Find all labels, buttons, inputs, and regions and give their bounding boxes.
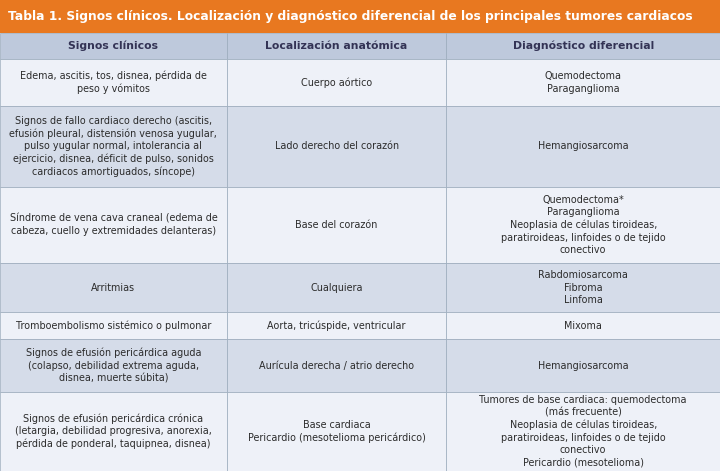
Text: Tromboembolismo sistémico o pulmonar: Tromboembolismo sistémico o pulmonar xyxy=(16,321,211,331)
Bar xyxy=(446,340,720,392)
Bar xyxy=(227,106,446,187)
Bar xyxy=(227,340,446,392)
Text: Cualquiera: Cualquiera xyxy=(310,283,363,292)
Text: Cuerpo aórtico: Cuerpo aórtico xyxy=(301,77,372,88)
Text: Localización anatómica: Localización anatómica xyxy=(266,41,408,51)
Bar xyxy=(227,59,446,106)
Text: Quemodectoma*
Paraganglioma
Neoplasia de células tiroideas,
paratiroideas, linfo: Quemodectoma* Paraganglioma Neoplasia de… xyxy=(501,195,665,255)
Bar xyxy=(227,312,446,340)
Text: Signos de efusión pericárdica aguda
(colapso, debilidad extrema aguda,
disnea, m: Signos de efusión pericárdica aguda (col… xyxy=(26,348,201,383)
Text: Hemangiosarcoma: Hemangiosarcoma xyxy=(538,360,629,371)
Bar xyxy=(227,392,446,471)
Text: Signos de fallo cardiaco derecho (ascitis,
efusión pleural, distensión venosa yu: Signos de fallo cardiaco derecho (asciti… xyxy=(9,116,217,177)
Bar xyxy=(0,263,227,312)
Bar xyxy=(446,59,720,106)
Text: Lado derecho del corazón: Lado derecho del corazón xyxy=(274,141,399,152)
Bar xyxy=(446,106,720,187)
Bar xyxy=(227,263,446,312)
Text: Tabla 1. Signos clínicos. Localización y diagnóstico diferencial de los principa: Tabla 1. Signos clínicos. Localización y… xyxy=(8,10,693,23)
Text: Hemangiosarcoma: Hemangiosarcoma xyxy=(538,141,629,152)
Text: Base del corazón: Base del corazón xyxy=(295,220,378,230)
Text: Signos clínicos: Signos clínicos xyxy=(68,41,158,51)
Text: Síndrome de vena cava craneal (edema de
cabeza, cuello y extremidades delanteras: Síndrome de vena cava craneal (edema de … xyxy=(9,214,217,236)
Bar xyxy=(227,187,446,263)
Bar xyxy=(227,33,446,59)
Bar xyxy=(446,263,720,312)
Bar xyxy=(446,392,720,471)
Bar xyxy=(0,312,227,340)
Bar xyxy=(446,33,720,59)
Text: Aurícula derecha / atrio derecho: Aurícula derecha / atrio derecho xyxy=(259,360,414,371)
Bar xyxy=(0,340,227,392)
Text: Tumores de base cardiaca: quemodectoma
(más frecuente)
Neoplasia de células tiro: Tumores de base cardiaca: quemodectoma (… xyxy=(480,395,687,468)
Text: Arritmias: Arritmias xyxy=(91,283,135,292)
Text: Diagnóstico diferencial: Diagnóstico diferencial xyxy=(513,41,654,51)
Bar xyxy=(446,312,720,340)
Bar xyxy=(0,106,227,187)
Bar xyxy=(0,187,227,263)
Text: Base cardiaca
Pericardio (mesotelioma pericárdico): Base cardiaca Pericardio (mesotelioma pe… xyxy=(248,420,426,443)
Text: Aorta, tricúspide, ventricular: Aorta, tricúspide, ventricular xyxy=(267,321,406,331)
Bar xyxy=(446,187,720,263)
Text: Edema, ascitis, tos, disnea, pérdida de
peso y vómitos: Edema, ascitis, tos, disnea, pérdida de … xyxy=(20,71,207,94)
Bar xyxy=(0,59,227,106)
Text: Rabdomiosarcoma
Fibroma
Linfoma: Rabdomiosarcoma Fibroma Linfoma xyxy=(539,270,628,305)
Text: Mixoma: Mixoma xyxy=(564,321,602,331)
Text: Signos de efusión pericárdica crónica
(letargia, debilidad progresiva, anorexia,: Signos de efusión pericárdica crónica (l… xyxy=(15,414,212,449)
Bar xyxy=(0,392,227,471)
Text: Quemodectoma
Paraganglioma: Quemodectoma Paraganglioma xyxy=(545,71,621,94)
Bar xyxy=(0,0,720,33)
Bar xyxy=(0,33,227,59)
